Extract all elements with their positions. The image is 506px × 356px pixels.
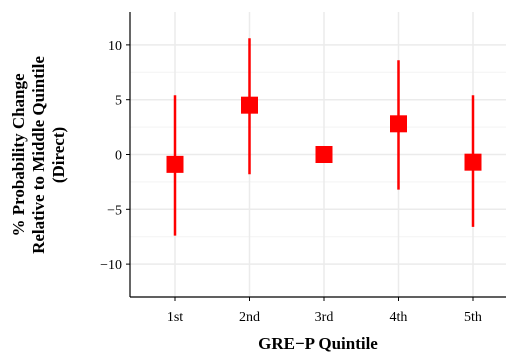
x-tick-label: 5th bbox=[464, 310, 482, 325]
y-tick-label: 10 bbox=[108, 39, 122, 54]
x-axis-title: GRE−P Quintile bbox=[258, 334, 378, 353]
y-tick-label: −5 bbox=[107, 203, 122, 218]
point-marker bbox=[390, 115, 407, 133]
point-marker bbox=[241, 96, 258, 114]
data-marks bbox=[166, 38, 482, 236]
y-axis-title: % Probability Change Relative to Middle … bbox=[9, 56, 68, 254]
y-tick-label: 5 bbox=[115, 94, 122, 109]
y-tick-label: −10 bbox=[100, 258, 122, 273]
point-marker bbox=[315, 146, 333, 163]
x-tick-label: 1st bbox=[167, 310, 183, 325]
y-axis-title-line-1: % Probability Change bbox=[9, 73, 28, 237]
y-ticks: −10 −5 0 5 10 bbox=[100, 39, 130, 273]
y-axis-title-line-3: (Direct) bbox=[49, 127, 68, 183]
point-marker bbox=[166, 155, 184, 173]
y-tick-label: 0 bbox=[115, 149, 122, 164]
y-axis-title-line-2: Relative to Middle Quintile bbox=[29, 56, 48, 254]
x-tick-label: 4th bbox=[390, 310, 408, 325]
x-tick-label: 2nd bbox=[239, 310, 260, 325]
x-ticks: 1st 2nd 3rd 4th 5th bbox=[167, 297, 482, 325]
point-marker bbox=[464, 153, 482, 171]
x-tick-label: 3rd bbox=[315, 310, 334, 325]
